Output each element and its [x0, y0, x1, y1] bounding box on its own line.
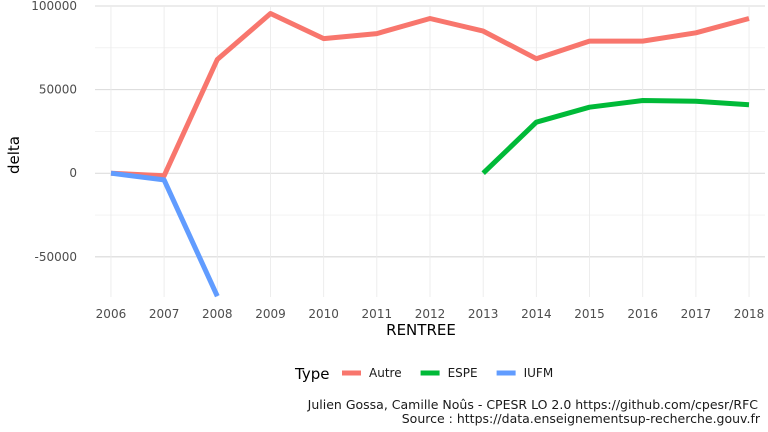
x-tick-label: 2015 — [574, 307, 605, 321]
x-tick-label: 2017 — [681, 307, 712, 321]
series-line-espe — [481, 98, 750, 176]
caption-source: Source : https://data.enseignementsup-re… — [402, 411, 761, 426]
caption: Julien Gossa, Camille Noûs - CPESR LO 2.… — [307, 397, 761, 426]
x-tick-label: 2014 — [521, 307, 552, 321]
x-tick-label: 2016 — [627, 307, 658, 321]
y-axis-title: delta — [5, 136, 23, 174]
series-line-iufm — [110, 170, 220, 298]
x-tick-label: 2007 — [149, 307, 180, 321]
x-tick-label: 2010 — [308, 307, 339, 321]
legend-label-iufm: IUFM — [524, 366, 554, 380]
x-tick-label: 2011 — [362, 307, 393, 321]
legend-label-espe: ESPE — [448, 366, 478, 380]
caption-credits: Julien Gossa, Camille Noûs - CPESR LO 2.… — [307, 397, 759, 412]
y-tick-label: 100000 — [31, 0, 77, 13]
legend: Type Autre ESPE IUFM — [294, 365, 553, 383]
y-tick-label: -50000 — [34, 250, 77, 264]
x-tick-label: 2013 — [468, 307, 499, 321]
x-tick-label: 2012 — [415, 307, 446, 321]
x-tick-label: 2018 — [734, 307, 765, 321]
series-line-autre — [110, 11, 750, 179]
x-tick-label: 2006 — [96, 307, 127, 321]
x-axis-title: RENTREE — [386, 321, 456, 339]
x-tick-label: 2008 — [202, 307, 233, 321]
y-axis-ticks: 100000 50000 0 -50000 — [31, 0, 77, 264]
gridlines — [95, 5, 765, 297]
legend-title: Type — [294, 365, 329, 383]
series-lines — [110, 11, 750, 298]
y-tick-label: 50000 — [39, 83, 77, 97]
x-tick-label: 2009 — [255, 307, 286, 321]
x-axis-ticks: 2006 2007 2008 2009 2010 2011 2012 2013 2014 2015… — [96, 307, 765, 321]
y-tick-label: 0 — [69, 166, 77, 180]
legend-label-autre: Autre — [369, 366, 402, 380]
